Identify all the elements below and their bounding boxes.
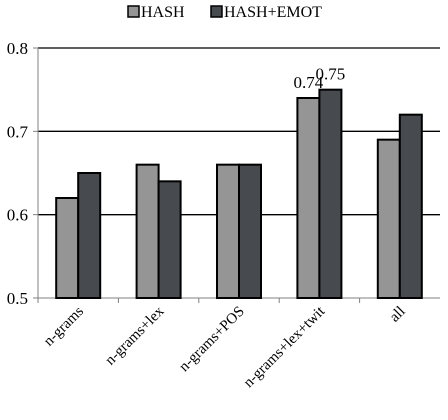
x-tick-label: n-grams+POS	[176, 304, 248, 376]
legend-label: HASH	[141, 4, 185, 21]
data-label: 0.75	[316, 65, 346, 84]
x-tick-label: all	[387, 304, 409, 326]
x-tick-label: n-grams+lex+twit	[241, 303, 329, 391]
legend-swatch	[210, 5, 223, 18]
y-tick-label: 0.6	[7, 206, 28, 225]
bar-hash-emot-1	[77, 172, 102, 299]
x-tick-label: n-grams+lex	[102, 303, 167, 368]
y-tick-label: 0.5	[7, 289, 28, 308]
x-tick-label: n-grams	[41, 303, 87, 349]
y-tick-label: 0.7	[7, 122, 29, 141]
bar-hash-2	[135, 163, 160, 299]
data-label: 0.74	[294, 73, 324, 92]
legend-label: HASH+EMOT	[224, 4, 322, 21]
bar-hash-emot-5	[398, 113, 423, 299]
bar-hash-5	[376, 138, 401, 299]
bar-hash-emot-3	[238, 163, 262, 299]
bar-hash-3	[216, 163, 240, 299]
legend-swatch	[127, 5, 140, 18]
bar-hash-emot-2	[157, 180, 182, 299]
bar-hash-emot-4	[318, 88, 343, 299]
bar-hash-1	[55, 197, 80, 299]
y-tick-label: 0.8	[7, 39, 28, 58]
bar-hash-4	[296, 97, 321, 299]
